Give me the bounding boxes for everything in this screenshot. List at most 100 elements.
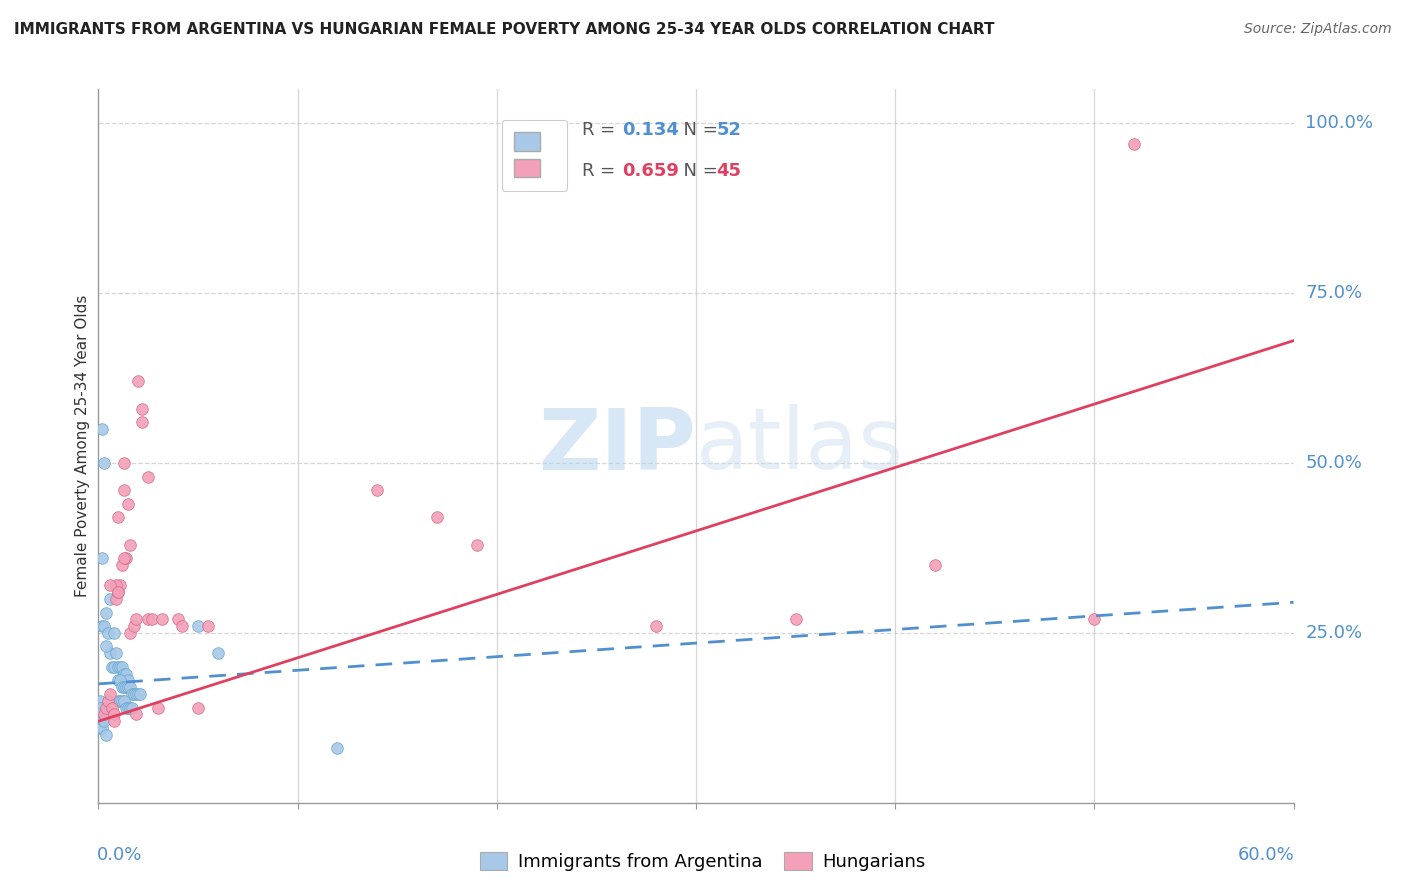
Point [98,646,122,660]
Point [89,700,111,714]
Point [110,694,132,708]
Point [107,660,129,674]
Point [115,666,138,681]
Point [97,626,120,640]
Point [124,619,146,633]
Point [93,619,115,633]
Point [187,619,209,633]
Point [117,673,139,688]
Point [127,687,149,701]
Point [93,707,115,722]
Text: 25.0%: 25.0% [1305,624,1362,642]
Point [107,673,129,688]
Text: 0.659: 0.659 [621,162,679,180]
Text: 45: 45 [716,162,741,180]
Point [93,456,115,470]
Point [107,585,129,599]
Point [96,606,118,620]
Point [91,721,114,735]
Point [426,510,449,524]
Point [121,687,143,701]
Text: 0.134: 0.134 [621,121,679,139]
Text: atlas: atlas [696,404,904,488]
Point [112,483,135,498]
Point [120,626,142,640]
Point [112,456,135,470]
Point [1123,136,1146,151]
Point [120,537,142,551]
Point [129,687,152,701]
Point [111,660,134,674]
Point [111,680,134,694]
Text: N =: N = [672,121,724,139]
Point [89,694,111,708]
Point [465,537,488,551]
Point [141,612,163,626]
Point [91,619,114,633]
Point [197,619,219,633]
Point [785,612,807,626]
Point [103,707,125,722]
Point [115,700,138,714]
Text: 50.0%: 50.0% [1305,454,1362,472]
Point [117,700,139,714]
Point [131,401,153,416]
Text: R =: R = [582,162,621,180]
Point [131,415,153,429]
Point [98,687,122,701]
Point [117,680,139,694]
Text: 60.0%: 60.0% [1237,846,1295,863]
Text: 100.0%: 100.0% [1305,114,1374,132]
Point [107,585,129,599]
Point [207,646,229,660]
Point [112,694,135,708]
Point [121,700,143,714]
Point [105,591,128,606]
Text: R =: R = [582,121,621,139]
Point [120,700,142,714]
Point [326,741,349,756]
Point [93,714,115,729]
Point [96,728,118,742]
Point [112,666,135,681]
Point [89,714,111,729]
Point [103,626,125,640]
Point [96,700,118,714]
Text: 52: 52 [716,121,741,139]
Point [98,578,122,592]
Point [150,612,173,626]
Point [117,497,139,511]
Point [101,700,124,714]
Point [111,694,134,708]
Point [115,551,138,566]
Point [167,612,190,626]
Point [112,551,135,566]
Text: IMMIGRANTS FROM ARGENTINA VS HUNGARIAN FEMALE POVERTY AMONG 25-34 YEAR OLDS CORR: IMMIGRANTS FROM ARGENTINA VS HUNGARIAN F… [14,22,994,37]
Point [107,510,129,524]
Point [645,619,668,633]
Point [91,422,114,436]
Point [105,578,128,592]
Point [125,612,148,626]
Point [136,469,159,483]
Point [148,700,170,714]
Point [105,646,128,660]
Legend: Immigrants from Argentina, Hungarians: Immigrants from Argentina, Hungarians [474,845,932,879]
Point [112,680,135,694]
Point [115,680,138,694]
Point [366,483,388,498]
Point [124,687,146,701]
Text: N =: N = [672,162,724,180]
Point [91,551,114,566]
Point [111,558,134,572]
Point [103,714,125,729]
Legend: , : , [502,120,567,191]
Point [110,660,132,674]
Point [107,694,129,708]
Point [187,700,209,714]
Point [136,612,159,626]
Y-axis label: Female Poverty Among 25-34 Year Olds: Female Poverty Among 25-34 Year Olds [75,295,90,597]
Point [96,640,118,654]
Point [127,375,149,389]
Point [97,694,120,708]
